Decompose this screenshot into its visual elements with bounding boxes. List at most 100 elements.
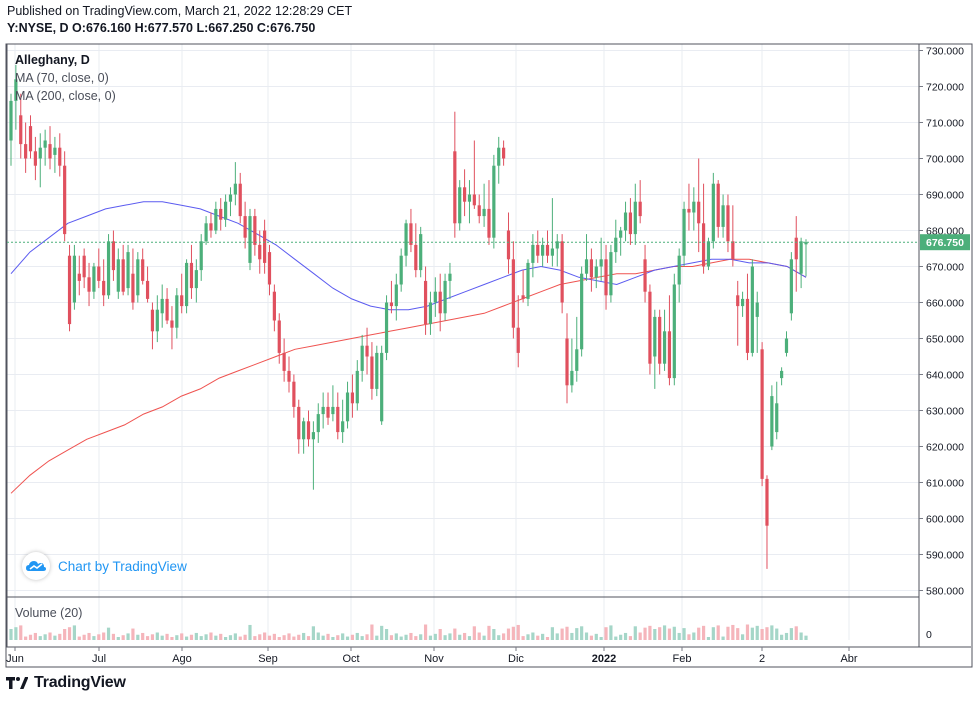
x-tick-label: Dic (508, 653, 524, 665)
candle (770, 385, 774, 451)
volume-bar (272, 633, 276, 640)
volume-bar (365, 634, 369, 640)
candle (370, 342, 374, 400)
volume-legend[interactable]: Volume (20) (15, 606, 83, 620)
volume-bar (770, 625, 774, 640)
candle-body (355, 370, 359, 404)
candle-body (565, 338, 569, 386)
candle (433, 277, 437, 317)
candle (594, 259, 598, 289)
candle (243, 201, 247, 249)
candle-body (477, 205, 481, 217)
volume-bar (706, 637, 711, 640)
price-axis[interactable]: 730.000720.000710.000700.000690.000680.0… (919, 46, 964, 642)
candle (638, 180, 642, 224)
candle-body (131, 273, 135, 303)
volume-bars (9, 624, 808, 640)
candle-body (233, 183, 237, 195)
volume-bar (355, 632, 359, 640)
candle (331, 385, 335, 422)
candle (316, 403, 320, 443)
candle-body (760, 349, 764, 479)
candles (9, 64, 808, 569)
candle (180, 273, 184, 314)
candle-body (267, 252, 272, 285)
volume-bar (287, 633, 291, 640)
candle-body (243, 216, 247, 238)
volume-bar (82, 634, 86, 640)
candle-body (555, 241, 559, 249)
y-tick-label: 660.000 (926, 298, 964, 310)
ma200-polyline (10, 258, 807, 494)
candle (765, 475, 769, 569)
candle (150, 302, 155, 350)
candle-body (799, 241, 803, 274)
x-tick-label: Nov (424, 653, 444, 665)
volume-bar (180, 633, 184, 640)
candle-body (53, 147, 57, 155)
candle (214, 201, 218, 235)
candle-body (462, 187, 467, 202)
volume-bar (126, 633, 130, 640)
volume-bar (672, 626, 676, 640)
candle-body (102, 280, 106, 296)
candle (692, 187, 696, 231)
x-tick-label: Feb (673, 653, 692, 665)
candle-body (658, 316, 662, 364)
candle-body (521, 295, 525, 299)
volume-bar (648, 625, 652, 640)
candle (458, 180, 462, 231)
candle (326, 392, 330, 425)
y-tick-label: 700.000 (926, 154, 964, 166)
candle-body (453, 151, 457, 224)
volume-bar (521, 636, 525, 640)
y-tick-label: 630.000 (926, 406, 964, 418)
candle (687, 183, 691, 231)
candle-body (306, 421, 311, 440)
volume-bar (389, 635, 394, 640)
candle (204, 216, 208, 245)
candle-body (180, 295, 184, 307)
volume-bar (33, 632, 37, 640)
volume-bar (28, 634, 33, 640)
candle-body (575, 349, 579, 371)
candle (126, 244, 130, 296)
candle-body (170, 320, 174, 328)
candle (784, 331, 789, 357)
volume-bar (731, 624, 735, 640)
volume-bar (502, 633, 506, 640)
candle (258, 230, 262, 274)
candle-body (643, 259, 647, 292)
footer-brand[interactable]: TradingView (6, 674, 126, 692)
candle (550, 198, 554, 267)
volume-bar (482, 635, 486, 640)
volume-bar (721, 636, 725, 640)
volume-bar (760, 629, 764, 640)
tradingview-badge[interactable]: Chart by TradingView (22, 552, 187, 580)
candle-body (506, 230, 511, 260)
volume-bar (350, 634, 355, 640)
y-tick-label: 710.000 (926, 118, 964, 130)
ma200-legend[interactable]: MA (200, close, 0) (15, 89, 116, 103)
time-axis[interactable]: Jun Jul Ago Sep Oct Nov Dic 2022 Feb 2 Abr (6, 647, 858, 665)
x-tick-label: Abr (840, 653, 857, 665)
ma70-polyline (10, 201, 807, 311)
volume-bar (643, 627, 647, 640)
candle (506, 212, 511, 274)
candle (336, 392, 340, 440)
candle (497, 136, 501, 184)
volume-bar (370, 624, 374, 640)
volume-bar (111, 633, 116, 640)
ma70-legend[interactable]: MA (70, close, 0) (15, 71, 109, 85)
candle (92, 262, 96, 299)
candle-body (219, 208, 223, 220)
volume-bar (67, 627, 72, 640)
candle (492, 154, 496, 249)
candle (677, 248, 681, 303)
candle (716, 180, 720, 238)
volume-bar (453, 628, 457, 640)
candle (662, 309, 667, 371)
volume-bar (765, 627, 769, 640)
symbol-legend[interactable]: Alleghany, D (15, 53, 90, 67)
